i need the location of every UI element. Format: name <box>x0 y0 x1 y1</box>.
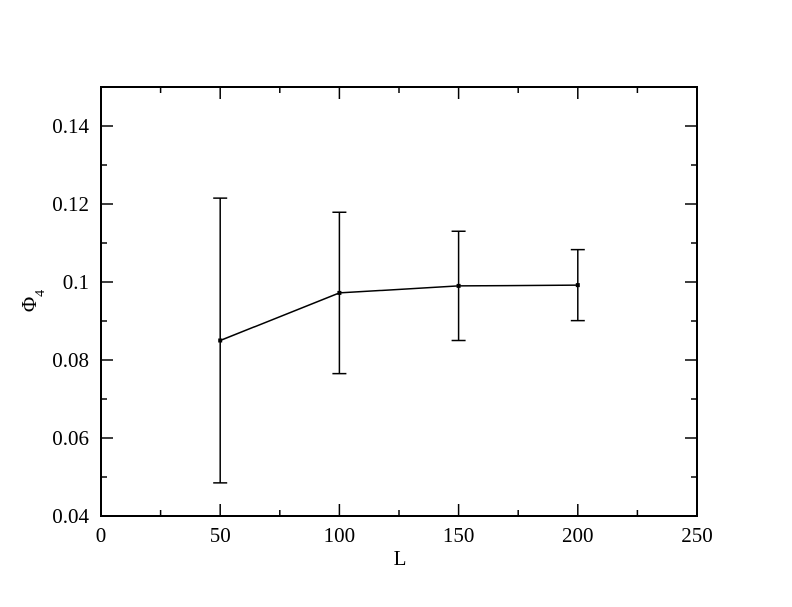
x-tick-label: 100 <box>324 523 356 547</box>
y-tick-label: 0.08 <box>52 348 89 372</box>
y-tick-label: 0.1 <box>63 270 89 294</box>
data-point <box>337 290 342 295</box>
data-point <box>218 338 223 343</box>
y-axis-label: Φ4 <box>17 290 48 312</box>
x-tick-label: 150 <box>443 523 475 547</box>
x-tick-label: 50 <box>210 523 231 547</box>
data-point <box>456 283 461 288</box>
y-axis-label-subscript: 4 <box>33 290 48 297</box>
plot-frame <box>100 86 698 517</box>
x-tick-label: 0 <box>96 523 107 547</box>
y-tick-label: 0.14 <box>52 114 89 138</box>
x-axis-label: L <box>394 546 407 570</box>
x-tick-label: 250 <box>681 523 713 547</box>
y-tick-label: 0.04 <box>52 504 89 528</box>
x-tick-label: 200 <box>562 523 594 547</box>
data-point <box>575 283 580 288</box>
y-axis-label-main: Φ <box>17 297 41 312</box>
y-tick-label: 0.12 <box>52 192 89 216</box>
y-tick-label: 0.06 <box>52 426 89 450</box>
data-line <box>219 284 578 342</box>
